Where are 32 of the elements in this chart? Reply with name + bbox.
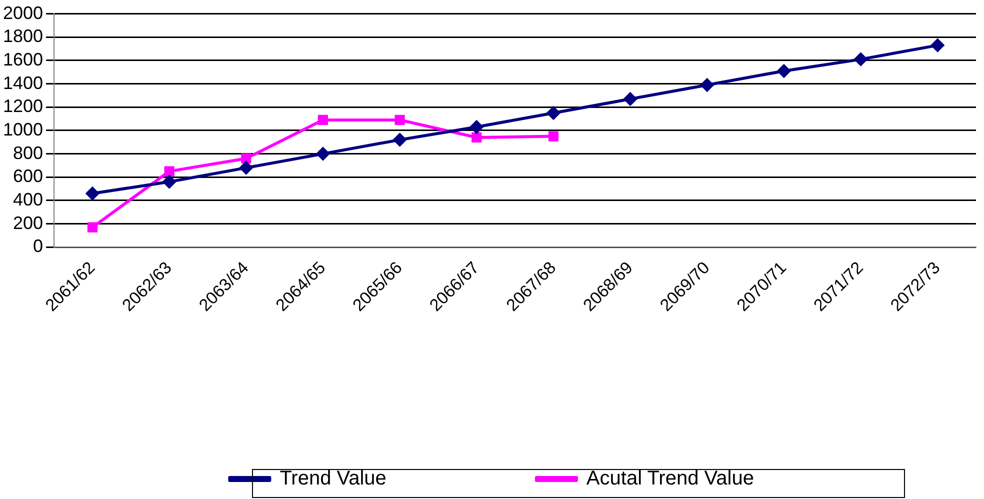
- y-tick-label: 800: [12, 142, 44, 163]
- y-tick-label: 600: [12, 166, 44, 186]
- legend-label: Trend Value: [280, 468, 386, 490]
- point: [240, 161, 253, 174]
- point: [86, 186, 99, 200]
- point: [624, 92, 637, 106]
- legend-label: Acutal Trend Value: [586, 468, 754, 490]
- point: [162, 175, 176, 188]
- y-tick-label: 2000: [2, 2, 44, 23]
- point: [87, 222, 98, 232]
- point: [546, 106, 560, 120]
- y-tick-label: 200: [12, 212, 44, 233]
- point: [316, 147, 330, 160]
- point: [931, 38, 944, 52]
- y-tick-label: 1800: [2, 26, 44, 46]
- y-tick-label: 0: [33, 236, 44, 256]
- point: [472, 132, 482, 142]
- y-tick-label: 1200: [2, 96, 44, 116]
- point: [700, 78, 714, 92]
- y-tick-label: 1600: [2, 49, 44, 70]
- point: [777, 64, 790, 78]
- point: [394, 114, 405, 125]
- point: [393, 133, 406, 146]
- point: [241, 153, 252, 164]
- point: [164, 166, 174, 176]
- point: [470, 120, 484, 134]
- point: [318, 114, 328, 125]
- y-tick-label: 1400: [2, 72, 44, 93]
- y-tick-label: 1000: [2, 119, 44, 140]
- y-tick-label: 400: [12, 189, 44, 210]
- point: [548, 131, 558, 142]
- point: [854, 52, 868, 66]
